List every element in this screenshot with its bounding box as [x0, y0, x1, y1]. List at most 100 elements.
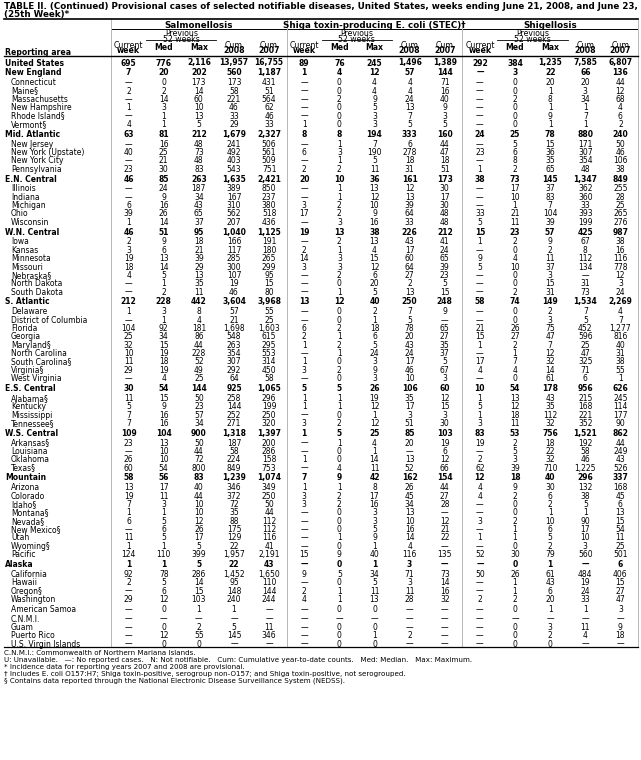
Text: 0: 0: [513, 103, 517, 112]
Text: 71: 71: [440, 78, 449, 87]
Text: 78: 78: [545, 130, 556, 139]
Text: 10: 10: [545, 517, 555, 526]
Text: 2: 2: [548, 500, 553, 509]
Text: 62: 62: [475, 464, 485, 473]
Text: —: —: [476, 307, 484, 316]
Text: 8: 8: [583, 245, 588, 255]
Text: 48: 48: [194, 157, 204, 166]
Text: 1,679: 1,679: [222, 130, 246, 139]
Text: 38: 38: [474, 175, 485, 184]
Text: 6: 6: [162, 525, 166, 534]
Text: 0: 0: [162, 78, 166, 87]
Text: Shigellosis: Shigellosis: [523, 21, 577, 30]
Text: 1: 1: [302, 68, 307, 78]
Text: 192: 192: [578, 439, 592, 448]
Text: 13: 13: [405, 193, 415, 201]
Text: —: —: [301, 112, 308, 121]
Text: 21: 21: [475, 324, 485, 333]
Text: 1: 1: [337, 185, 342, 193]
Text: 47: 47: [440, 148, 449, 157]
Text: 0: 0: [337, 605, 342, 614]
Text: 104: 104: [156, 429, 172, 438]
Text: 1: 1: [478, 534, 482, 543]
Text: —: —: [476, 615, 484, 623]
Text: 61: 61: [545, 570, 555, 579]
Text: 431: 431: [262, 78, 276, 87]
Text: 4: 4: [407, 87, 412, 96]
Text: —: —: [301, 218, 308, 226]
Text: 20: 20: [545, 78, 555, 87]
Text: 0: 0: [513, 605, 517, 614]
Text: 5: 5: [407, 315, 412, 325]
Text: 15: 15: [615, 517, 625, 526]
Text: —: —: [441, 615, 449, 623]
Text: 0: 0: [337, 307, 342, 316]
Text: —: —: [301, 374, 308, 383]
Text: 66: 66: [580, 68, 590, 78]
Text: 13: 13: [405, 508, 415, 518]
Text: 19: 19: [475, 439, 485, 448]
Text: 0: 0: [196, 640, 201, 648]
Text: 92: 92: [159, 324, 169, 333]
Text: 1: 1: [337, 287, 342, 296]
Text: 46: 46: [580, 455, 590, 464]
Text: 6: 6: [583, 374, 588, 383]
Text: 90: 90: [580, 517, 590, 526]
Text: 9: 9: [547, 112, 553, 121]
Text: 40: 40: [369, 297, 379, 306]
Text: 5: 5: [372, 287, 377, 296]
Text: —: —: [125, 78, 133, 87]
Text: —: —: [125, 140, 133, 149]
Text: 71: 71: [581, 366, 590, 375]
Text: 145: 145: [542, 175, 558, 184]
Text: 24: 24: [615, 287, 625, 296]
Text: —: —: [476, 315, 484, 325]
Text: 255: 255: [613, 185, 628, 193]
Text: —: —: [441, 560, 449, 569]
Text: 0: 0: [337, 78, 342, 87]
Text: Salmonellosis: Salmonellosis: [165, 21, 233, 30]
Text: 109: 109: [121, 429, 137, 438]
Text: 25: 25: [615, 542, 625, 551]
Text: 16: 16: [159, 201, 169, 210]
Text: 22: 22: [545, 447, 555, 456]
Text: 7: 7: [126, 500, 131, 509]
Text: 2: 2: [513, 237, 517, 246]
Text: 2: 2: [337, 210, 342, 218]
Text: 800: 800: [192, 464, 206, 473]
Text: 452: 452: [578, 324, 592, 333]
Text: 3: 3: [583, 87, 588, 96]
Text: 10: 10: [474, 384, 485, 393]
Text: 39: 39: [545, 218, 555, 226]
Text: 11: 11: [264, 623, 274, 632]
Text: 16: 16: [159, 140, 169, 149]
Text: 10: 10: [581, 534, 590, 543]
Text: 756: 756: [542, 429, 558, 438]
Text: Hawaii: Hawaii: [11, 578, 37, 587]
Text: 5: 5: [442, 357, 447, 366]
Text: 19: 19: [370, 394, 379, 403]
Text: Mississippi: Mississippi: [11, 410, 53, 420]
Text: —: —: [476, 560, 484, 569]
Text: 17: 17: [510, 185, 520, 193]
Text: —: —: [301, 95, 308, 104]
Text: 2: 2: [302, 587, 306, 596]
Text: 10: 10: [510, 193, 520, 201]
Text: 135: 135: [438, 550, 452, 559]
Text: 40: 40: [440, 95, 449, 104]
Text: —: —: [125, 157, 133, 166]
Text: 2: 2: [513, 95, 517, 104]
Text: Delaware: Delaware: [11, 307, 47, 316]
Text: 27: 27: [405, 271, 415, 280]
Text: —: —: [301, 542, 308, 551]
Text: 562: 562: [227, 210, 241, 218]
Text: 0: 0: [337, 120, 342, 129]
Text: 20: 20: [405, 439, 415, 448]
Text: 14: 14: [194, 87, 204, 96]
Text: 9: 9: [618, 623, 623, 632]
Text: —: —: [476, 112, 484, 121]
Text: 776: 776: [156, 59, 172, 68]
Text: 2: 2: [337, 366, 342, 375]
Text: 3: 3: [547, 623, 553, 632]
Text: 15: 15: [475, 332, 485, 341]
